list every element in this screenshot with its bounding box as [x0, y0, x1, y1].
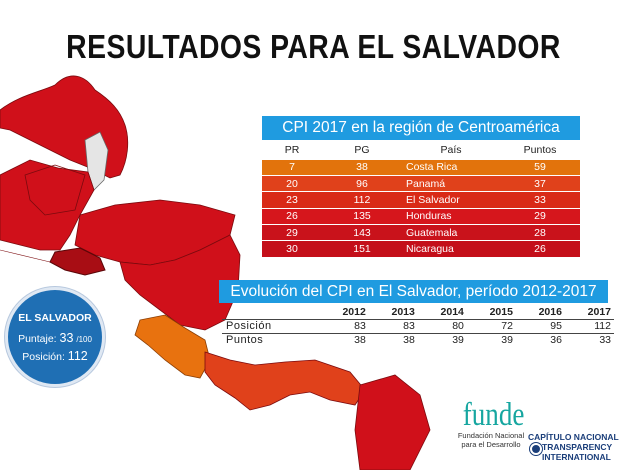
evolution-title: Evolución del CPI en El Salvador, períod… — [219, 280, 608, 303]
cell-pg: 143 — [322, 224, 402, 241]
cell-pg: 96 — [322, 174, 402, 192]
evolution-corner — [222, 306, 320, 319]
cpi-table-header: PR PG País Puntos — [262, 142, 580, 159]
cell-pr: 26 — [262, 207, 322, 225]
cell-puntos: 37 — [500, 174, 580, 192]
year-header: 2014 — [440, 306, 464, 319]
funde-logo-line1: Fundación Nacional — [457, 431, 525, 440]
table-row: 20 96 Panamá 37 — [262, 174, 580, 192]
table-row: 30 151 Nicaragua 26 — [262, 240, 580, 258]
badge-score: Puntaje: 33 /100 — [8, 331, 102, 345]
cell-pr: 23 — [262, 191, 322, 209]
cell-pr: 7 — [262, 158, 322, 176]
map-mexico — [0, 75, 129, 179]
cell-pais: El Salvador — [402, 191, 500, 209]
table-row: 23 112 El Salvador 33 — [262, 191, 580, 209]
funde-logo-line2: para el Desarrollo — [461, 439, 521, 449]
year-header: 2013 — [391, 306, 415, 319]
table-row: Puntos 38 38 39 39 36 33 — [222, 332, 614, 347]
cell-puntos: 28 — [500, 224, 580, 241]
badge-score-value: 33 — [59, 331, 74, 345]
ti-line2: TRANSPARENCY — [542, 442, 613, 452]
value-cell: 33 — [564, 332, 614, 347]
value-cell: 36 — [515, 332, 565, 347]
badge-score-max: /100 — [76, 335, 92, 344]
cell-puntos: 29 — [500, 207, 580, 225]
map-nicaragua — [119, 234, 241, 331]
value-cell: 95 — [515, 318, 565, 333]
globe-icon — [530, 443, 542, 455]
badge-position-value: 112 — [67, 349, 88, 363]
cell-puntos: 26 — [500, 240, 580, 258]
year-header: 2017 — [587, 306, 611, 319]
value-cell: 39 — [417, 332, 467, 347]
value-cell: 38 — [319, 332, 369, 347]
cell-pg: 38 — [322, 158, 402, 176]
funde-logo: funde Fundación Nacional para el Desarro… — [456, 398, 526, 449]
page-title: RESULTADOS PARA EL SALVADOR — [66, 28, 561, 65]
country-badge: EL SALVADOR Puntaje: 33 /100 Posición: 1… — [5, 287, 105, 387]
col-header-pg: PG — [322, 142, 402, 159]
cell-puntos: 33 — [500, 191, 580, 209]
table-row: 26 135 Honduras 29 — [262, 207, 580, 225]
badge-country: EL SALVADOR — [18, 312, 92, 324]
evolution-table: 2012 2013 2014 2015 2016 2017 Posición 83 83 80 7… — [222, 306, 614, 347]
cell-pr: 29 — [262, 224, 322, 241]
ti-line3: INTERNATIONAL — [542, 452, 611, 462]
cell-pais: Costa Rica — [402, 158, 500, 176]
value-cell: 83 — [319, 318, 369, 333]
cell-pg: 135 — [322, 207, 402, 225]
year-header: 2016 — [538, 306, 562, 319]
value-cell: 112 — [564, 318, 614, 333]
map-colombia — [354, 374, 431, 470]
row-label: Puntos — [222, 332, 320, 347]
col-header-pais: País — [402, 142, 500, 159]
cell-pg: 112 — [322, 191, 402, 209]
cell-puntos: 59 — [500, 158, 580, 176]
ti-line1: CAPÍTULO NACIONAL — [528, 432, 619, 442]
row-label: Posición — [222, 318, 320, 333]
value-cell: 80 — [417, 318, 467, 333]
transparency-international-logo: CAPÍTULO NACIONAL TRANSPARENCY INTERNATI… — [528, 432, 626, 462]
cell-pais: Guatemala — [402, 224, 500, 241]
map-costa-rica — [134, 314, 211, 379]
value-cell: 83 — [368, 318, 418, 333]
table-row: 29 143 Guatemala 28 — [262, 224, 580, 241]
value-cell: 39 — [466, 332, 516, 347]
cpi-table: PR PG País Puntos 7 38 Costa Rica 59 20 96 Pan… — [262, 142, 580, 258]
badge-position-label: Posición: — [22, 351, 65, 363]
map-guatemala — [0, 159, 95, 251]
value-cell: 38 — [368, 332, 418, 347]
year-header: 2015 — [489, 306, 513, 319]
badge-position: Posición: 112 — [8, 349, 102, 363]
cell-pr: 30 — [262, 240, 322, 258]
table-row: Posición 83 83 80 72 95 112 — [222, 318, 614, 333]
cpi-table-title: CPI 2017 en la región de Centroamérica — [262, 116, 580, 140]
badge-score-label: Puntaje: — [18, 333, 57, 345]
map-el-salvador — [49, 247, 106, 276]
cell-pais: Nicaragua — [402, 240, 500, 258]
table-row: 7 38 Costa Rica 59 — [262, 158, 580, 176]
year-header: 2012 — [342, 306, 366, 319]
funde-logo-name: funde — [462, 397, 525, 433]
col-header-pr: PR — [262, 142, 322, 159]
evolution-header: 2012 2013 2014 2015 2016 2017 — [222, 306, 614, 319]
cell-pr: 20 — [262, 174, 322, 192]
cell-pais: Panamá — [402, 174, 500, 192]
cell-pais: Honduras — [402, 207, 500, 225]
col-header-puntos: Puntos — [500, 142, 580, 159]
map-panama — [204, 351, 366, 411]
cell-pg: 151 — [322, 240, 402, 258]
value-cell: 72 — [466, 318, 516, 333]
